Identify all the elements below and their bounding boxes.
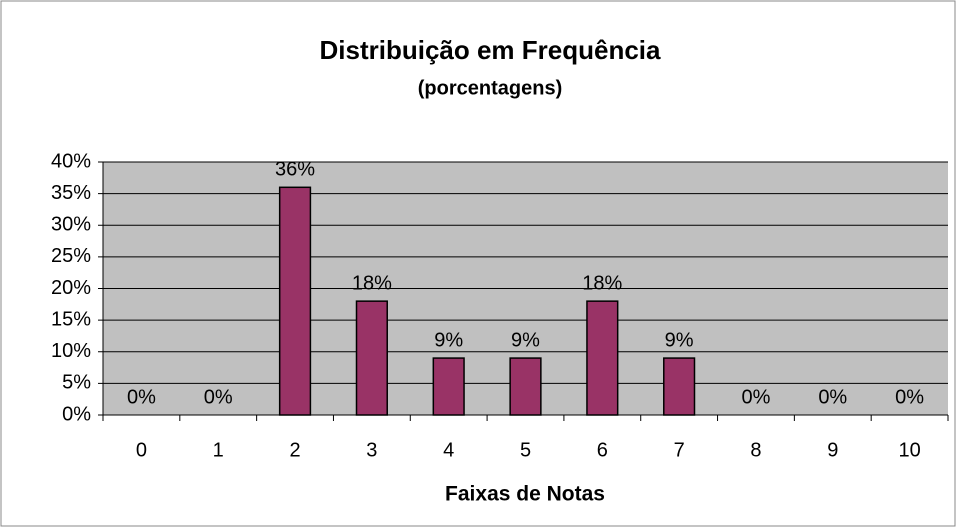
value-label: 18% — [352, 272, 392, 294]
y-tick-label: 40% — [51, 150, 91, 172]
x-tick-label: 6 — [597, 439, 608, 461]
value-label: 0% — [895, 386, 924, 408]
x-tick-label: 10 — [898, 439, 920, 461]
bar — [355, 300, 388, 416]
y-tick-label: 20% — [51, 277, 91, 299]
bar — [509, 357, 542, 416]
y-tick-label: 10% — [51, 340, 91, 362]
bar — [278, 186, 312, 416]
bar — [663, 357, 696, 416]
x-tick-label: 4 — [443, 439, 454, 461]
value-label: 0% — [818, 386, 847, 408]
x-tick-label: 7 — [674, 439, 685, 461]
y-tick-label: 15% — [51, 308, 91, 330]
y-tick-label: 35% — [51, 182, 91, 204]
x-tick-label: 8 — [750, 439, 761, 461]
value-label: 9% — [511, 329, 540, 351]
x-tick-label: 5 — [520, 439, 531, 461]
x-axis-label: Faixas de Notas — [445, 483, 605, 506]
x-tick-label: 2 — [289, 439, 300, 461]
bar — [586, 300, 619, 416]
bar — [432, 357, 465, 416]
y-tick-label: 0% — [62, 403, 91, 425]
value-label: 36% — [275, 159, 315, 181]
x-tick-label: 9 — [827, 439, 838, 461]
value-label: 0% — [204, 386, 233, 408]
y-tick-label: 5% — [62, 372, 91, 394]
x-tick-label: 1 — [213, 439, 224, 461]
x-tick-label: 0 — [136, 439, 147, 461]
chart-subtitle: (porcentagens) — [418, 77, 562, 99]
value-label: 9% — [665, 329, 694, 351]
chart-title: Distribuição em Frequência — [320, 35, 662, 65]
value-label: 0% — [127, 386, 156, 408]
value-label: 9% — [434, 329, 463, 351]
y-tick-label: 30% — [51, 214, 91, 236]
value-label: 18% — [582, 272, 622, 294]
y-tick-label: 25% — [51, 245, 91, 267]
value-label: 0% — [742, 386, 771, 408]
x-tick-label: 3 — [366, 439, 377, 461]
